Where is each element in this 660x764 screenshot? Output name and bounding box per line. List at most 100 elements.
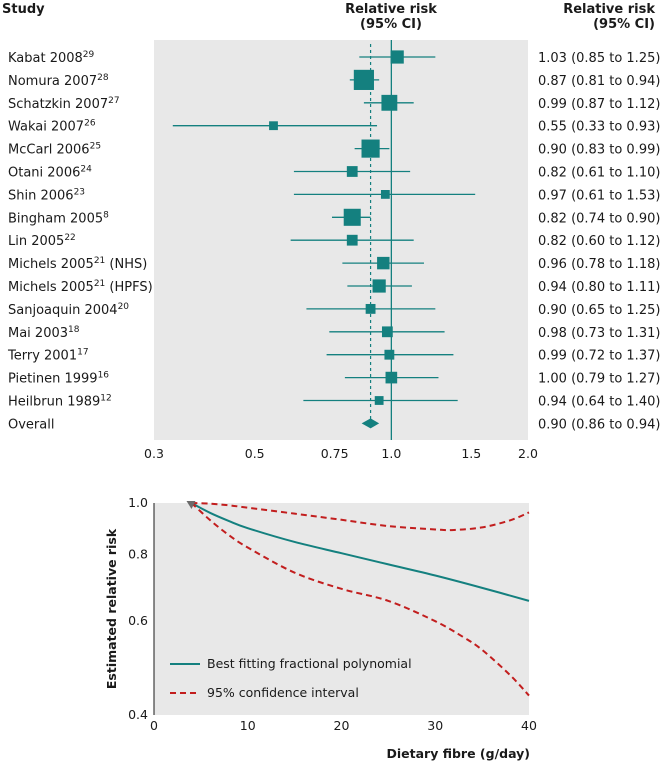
forest-plot: Study Relative risk (95% CI) Relative ri… bbox=[2, 2, 660, 461]
study-reference: 23 bbox=[74, 187, 85, 197]
study-point-estimate bbox=[346, 234, 358, 246]
study-ci-text: 0.99 (0.87 to 1.12) bbox=[538, 97, 660, 112]
study-point-estimate bbox=[385, 371, 398, 384]
study-label: Kabat 200829 bbox=[8, 50, 95, 66]
study-ci-text: 0.98 (0.73 to 1.31) bbox=[538, 326, 660, 341]
lower-confidence-curve bbox=[190, 502, 530, 697]
y-axis-title: Estimated relative risk bbox=[104, 528, 119, 689]
dose-response-plot: 0 10 20 30 40 0.4 0.6 0.8 1.0 Best fitting fract… bbox=[104, 495, 537, 761]
study-reference: 20 bbox=[118, 302, 130, 312]
study-point-estimate bbox=[381, 94, 398, 111]
study-label: Michels 200521 (NHS) bbox=[8, 256, 147, 272]
study-reference: 12 bbox=[100, 394, 111, 404]
study-ci-text: 0.90 (0.83 to 0.99) bbox=[538, 143, 660, 158]
study-ci-text: 0.97 (0.61 to 1.53) bbox=[538, 188, 660, 203]
study-point-estimate bbox=[269, 121, 278, 131]
study-suffix: (NHS) bbox=[105, 257, 147, 272]
study-label: Lin 200522 bbox=[8, 233, 76, 249]
study-label: Michels 200521 (HPFS) bbox=[8, 279, 153, 295]
forest-axis-header-line2: (95% CI) bbox=[360, 17, 422, 32]
study-reference: 29 bbox=[83, 50, 95, 60]
study-point-estimate bbox=[377, 256, 390, 270]
study-reference: 21 bbox=[94, 256, 105, 266]
study-reference: 28 bbox=[97, 73, 109, 83]
study-label: Otani 200624 bbox=[8, 165, 92, 181]
forest-x-tick-label: 0.3 bbox=[144, 446, 164, 461]
study-point-estimate bbox=[343, 208, 361, 226]
x-tick-label: 40 bbox=[521, 718, 537, 733]
study-reference: 24 bbox=[80, 165, 92, 175]
study-reference: 21 bbox=[94, 279, 105, 289]
study-point-estimate bbox=[346, 166, 358, 177]
study-reference: 26 bbox=[84, 119, 96, 129]
study-point-estimate bbox=[374, 396, 384, 405]
study-label: Schatzkin 200727 bbox=[8, 96, 120, 112]
x-axis-title: Dietary fibre (g/day) bbox=[386, 746, 530, 761]
study-ci-text: 0.55 (0.33 to 0.93) bbox=[538, 120, 660, 135]
y-tick-label: 0.4 bbox=[128, 707, 148, 722]
study-ci-text: 0.96 (0.78 to 1.18) bbox=[538, 257, 660, 272]
ci-column-header-line1: Relative risk bbox=[563, 2, 655, 17]
study-label: Terry 200117 bbox=[7, 348, 89, 364]
study-label: Heilbrun 198912 bbox=[8, 394, 112, 410]
forest-x-tick-label: 1.5 bbox=[461, 446, 481, 461]
y-tick-label: 1.0 bbox=[128, 495, 148, 510]
study-reference: 16 bbox=[98, 371, 110, 381]
ci-column-header-line2: (95% CI) bbox=[593, 17, 655, 32]
study-point-estimate bbox=[381, 326, 393, 338]
forest-axis-header-line1: Relative risk bbox=[345, 2, 437, 17]
study-point-estimate bbox=[353, 69, 374, 90]
legend-label-confidence-interval: 95% confidence interval bbox=[207, 685, 359, 700]
study-label: Bingham 20058 bbox=[8, 210, 109, 226]
study-reference: 18 bbox=[68, 325, 80, 335]
study-label: Pietinen 199916 bbox=[8, 371, 109, 387]
fractional-polynomial-curve bbox=[191, 502, 530, 602]
forest-x-tick-label: 2.0 bbox=[518, 446, 538, 461]
study-column-header: Study bbox=[2, 2, 45, 17]
study-label: Sanjoaquin 200420 bbox=[8, 302, 129, 318]
dose-response-legend: Best fitting fractional polynomial 95% c… bbox=[170, 656, 412, 700]
x-tick-label: 30 bbox=[427, 718, 443, 733]
study-ci-text: 0.90 (0.65 to 1.25) bbox=[538, 303, 660, 318]
study-label: Nomura 200728 bbox=[8, 73, 109, 89]
study-point-estimate bbox=[390, 50, 404, 64]
study-ci-text: 0.82 (0.60 to 1.12) bbox=[538, 234, 660, 249]
study-ci-text: 0.87 (0.81 to 0.94) bbox=[538, 74, 660, 89]
study-point-estimate bbox=[365, 303, 376, 314]
y-tick-label: 0.6 bbox=[128, 613, 148, 628]
forest-x-tick-label: 0.5 bbox=[245, 446, 265, 461]
x-tick-label: 10 bbox=[240, 718, 256, 733]
study-reference: 25 bbox=[90, 142, 101, 152]
study-ci-text: 1.03 (0.85 to 1.25) bbox=[538, 51, 660, 66]
study-point-estimate bbox=[384, 349, 395, 360]
study-reference: 27 bbox=[108, 96, 119, 106]
study-reference: 22 bbox=[64, 233, 75, 243]
y-tick-label: 0.8 bbox=[128, 547, 148, 562]
study-reference: 17 bbox=[77, 348, 88, 358]
overall-label: Overall bbox=[8, 417, 54, 432]
forest-x-tick-label: 0.75 bbox=[321, 446, 349, 461]
study-ci-text: 0.99 (0.72 to 1.37) bbox=[538, 349, 660, 364]
study-reference: 8 bbox=[103, 210, 109, 220]
x-tick-label: 0 bbox=[150, 718, 158, 733]
x-tick-label: 20 bbox=[334, 718, 350, 733]
study-ci-text: 0.94 (0.64 to 1.40) bbox=[538, 395, 660, 410]
legend-label-fractional-polynomial: Best fitting fractional polynomial bbox=[207, 656, 412, 671]
upper-confidence-curve bbox=[191, 502, 530, 532]
overall-diamond bbox=[361, 418, 380, 429]
study-label: McCarl 200625 bbox=[8, 142, 101, 158]
study-ci-text: 0.94 (0.80 to 1.11) bbox=[538, 280, 660, 295]
study-point-estimate bbox=[361, 139, 380, 158]
study-label: Wakai 200726 bbox=[8, 119, 96, 135]
study-point-estimate bbox=[372, 279, 386, 293]
study-ci-text: 0.82 (0.74 to 0.90) bbox=[538, 211, 660, 226]
study-ci-text: 1.00 (0.79 to 1.27) bbox=[538, 372, 660, 387]
study-suffix: (HPFS) bbox=[105, 280, 152, 295]
study-label: Shin 200623 bbox=[8, 187, 85, 203]
dose-response-panel bbox=[154, 503, 529, 715]
study-ci-text: 0.82 (0.61 to 1.10) bbox=[538, 166, 660, 181]
study-label: Mai 200318 bbox=[8, 325, 80, 341]
overall-ci-text: 0.90 (0.86 to 0.94) bbox=[538, 417, 660, 432]
forest-x-tick-label: 1.0 bbox=[381, 446, 401, 461]
curve-origin-marker bbox=[186, 501, 196, 509]
